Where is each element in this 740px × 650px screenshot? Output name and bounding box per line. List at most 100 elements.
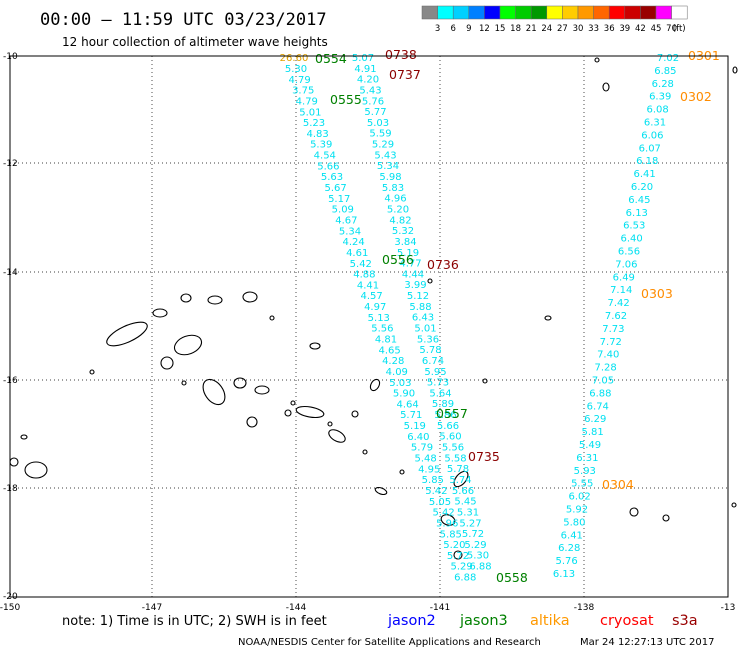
island-outline: [594, 57, 600, 63]
swh-value-label: 6.88: [589, 388, 611, 399]
swh-value-label: 5.09: [332, 205, 354, 216]
swh-value-label: 5.39: [310, 140, 332, 151]
swh-value-label: 5.34: [377, 161, 399, 172]
swh-value-label: 5.20: [387, 204, 409, 215]
swh-value-label: 4.54: [314, 151, 336, 162]
island-outline: [233, 377, 247, 389]
swh-value-label: 5.83: [382, 183, 404, 194]
color-bin: [530, 5, 548, 20]
swh-value-label: 5.64: [429, 388, 451, 399]
pass-time-jason3: 0555: [330, 92, 362, 107]
island-outline: [732, 66, 738, 74]
swh-value-label: 6.49: [613, 272, 635, 283]
swh-value-label: 5.66: [437, 421, 459, 432]
swh-value-label: 5.93: [574, 466, 596, 477]
swh-value-label: 5.72: [447, 551, 469, 562]
swh-value-label: 4.81: [375, 335, 397, 346]
island-outline: [453, 470, 469, 488]
swh-value-label: 3.99: [404, 280, 426, 291]
island-outline: [20, 434, 28, 440]
swh-value-label: 6.40: [620, 234, 642, 245]
lat-tick-label: -14: [3, 268, 18, 278]
swh-value-label: 7.28: [594, 363, 616, 374]
color-bin: [593, 5, 610, 20]
satellite-tracks: 26.605.304.793.754.795.015.234.835.394.5…: [280, 53, 679, 584]
island-outline: [328, 429, 346, 443]
swh-value-label: 6.29: [584, 414, 606, 425]
swh-value-label: 6.31: [644, 118, 666, 129]
color-bin-label: 70: [666, 24, 677, 34]
swh-value-label: 6.56: [618, 247, 640, 258]
swh-value-label: 7.62: [605, 311, 627, 322]
swh-value-label: 4.20: [357, 75, 379, 86]
pass-time-altika: 0302: [680, 89, 712, 104]
swh-value-label: 5.66: [317, 161, 339, 172]
color-bin-label: 9: [466, 24, 471, 34]
island-outline: [399, 469, 405, 475]
swh-value-label: 5.58: [444, 453, 466, 464]
swh-value-label: 6.74: [422, 356, 444, 367]
color-bin-label: 21: [526, 24, 537, 34]
swh-value-label: 5.13: [368, 313, 390, 324]
swh-value-label: 5.42: [425, 486, 447, 497]
swh-value-label: 5.07: [352, 53, 374, 64]
swh-value-label: 26.60: [280, 53, 309, 64]
swh-value-label: 5.78: [419, 345, 441, 356]
swh-value-label: 5.43: [374, 150, 396, 161]
swh-value-label: 5.79: [411, 443, 433, 454]
swh-value-label: 5.29: [450, 562, 472, 573]
island-outline: [309, 342, 321, 350]
swh-value-label: 5.19: [404, 421, 426, 432]
island-outline: [106, 321, 148, 347]
island-outline: [202, 378, 226, 406]
island-outline: [295, 405, 325, 419]
satellite-legend-altika: altika: [530, 613, 570, 629]
swh-value-label: 5.30: [285, 64, 307, 75]
color-bin: [624, 5, 641, 20]
swh-value-label: 5.23: [303, 118, 325, 129]
swh-value-label: 5.45: [454, 497, 476, 508]
swh-value-label: 3.75: [292, 86, 314, 97]
swh-value-label: 6.39: [649, 92, 671, 103]
island-outline: [427, 278, 433, 284]
swh-value-label: 5.29: [372, 140, 394, 151]
satellite-legend-s3a: s3a: [672, 613, 698, 629]
swh-value-label: 5.42: [432, 508, 454, 519]
island-outline: [731, 502, 737, 508]
swh-value-label: 6.53: [623, 221, 645, 232]
swh-value-label: 4.64: [396, 399, 418, 410]
color-bin-label: 15: [495, 24, 506, 34]
swh-value-label: 5.89: [432, 399, 454, 410]
swh-value-label: 5.73: [427, 378, 449, 389]
swh-value-label: 5.72: [462, 529, 484, 540]
swh-value-label: 4.24: [342, 237, 364, 248]
swh-value-label: 5.81: [581, 427, 603, 438]
swh-value-label: 7.02: [657, 53, 679, 64]
island-outline: [181, 380, 187, 386]
longitude-axis: -150 -147 -144 -141 -138 -13: [0, 603, 735, 613]
swh-value-label: 6.45: [628, 195, 650, 206]
color-bin: [671, 5, 688, 20]
swh-value-label: 5.56: [442, 443, 464, 454]
swh-value-label: 6.85: [654, 66, 676, 77]
swh-value-label: 5.74: [449, 475, 471, 486]
island-outline: [290, 400, 296, 406]
color-bin: [608, 5, 626, 20]
island-outline: [351, 410, 359, 418]
swh-value-label: 5.77: [364, 107, 386, 118]
island-outline: [269, 315, 275, 321]
swh-value-label: 5.67: [324, 183, 346, 194]
color-bin: [640, 5, 657, 20]
color-bin: [655, 5, 672, 20]
swh-value-label: 4.83: [306, 129, 328, 140]
satellite-legend-jason2: jason2: [387, 613, 436, 629]
swh-value-label: 7.72: [600, 337, 622, 348]
pass-time-s3a: 0738: [385, 47, 417, 62]
swh-value-label: 5.31: [457, 507, 479, 518]
swh-value-label: 5.76: [362, 96, 384, 107]
swh-value-label: 4.28: [382, 356, 404, 367]
color-bin-label: 33: [588, 24, 599, 34]
lon-tick-label: -150: [0, 603, 20, 613]
swh-value-label: 5.29: [464, 540, 486, 551]
swh-value-label: 4.77: [399, 259, 421, 270]
